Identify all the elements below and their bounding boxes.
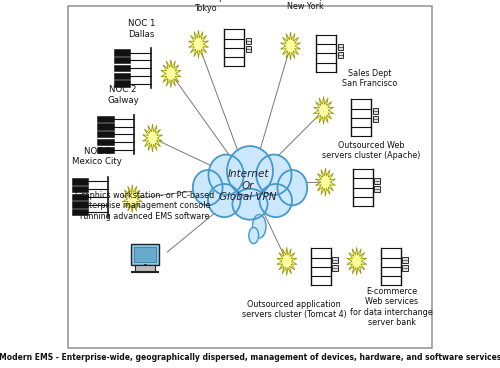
Bar bbox=[98, 146, 114, 153]
Ellipse shape bbox=[227, 146, 273, 196]
Bar bbox=[374, 178, 380, 184]
Text: Sales Dept
Tokyo: Sales Dept Tokyo bbox=[184, 0, 228, 13]
Text: NOC 1
Dallas: NOC 1 Dallas bbox=[128, 19, 155, 39]
Bar bbox=[114, 65, 130, 71]
Ellipse shape bbox=[232, 189, 268, 220]
Text: E-commerce
Web services
for data interchange
server bank: E-commerce Web services for data interch… bbox=[350, 287, 433, 327]
Bar bbox=[114, 57, 130, 64]
Bar bbox=[98, 116, 114, 122]
Ellipse shape bbox=[208, 155, 244, 195]
Bar bbox=[98, 124, 114, 130]
Polygon shape bbox=[122, 185, 142, 213]
Polygon shape bbox=[188, 30, 208, 58]
Ellipse shape bbox=[249, 227, 258, 244]
Ellipse shape bbox=[252, 215, 266, 238]
Bar bbox=[246, 38, 252, 44]
Bar bbox=[332, 265, 338, 271]
Ellipse shape bbox=[278, 170, 307, 205]
Bar bbox=[98, 139, 114, 145]
Text: Outsourced application
servers cluster (Tomcat 4): Outsourced application servers cluster (… bbox=[242, 300, 346, 319]
Polygon shape bbox=[316, 168, 336, 196]
Bar bbox=[72, 202, 88, 208]
Bar bbox=[132, 244, 159, 265]
Text: Graphics workstation- or PC-based
enterprise management console
running advanced: Graphics workstation- or PC-based enterp… bbox=[76, 191, 214, 221]
Ellipse shape bbox=[208, 184, 240, 217]
Bar bbox=[374, 186, 380, 192]
Bar bbox=[72, 209, 88, 216]
Text: Outsourced Web
servers cluster (Apache): Outsourced Web servers cluster (Apache) bbox=[322, 141, 420, 160]
Ellipse shape bbox=[260, 184, 292, 217]
Bar bbox=[114, 73, 130, 79]
Bar bbox=[246, 46, 252, 52]
Polygon shape bbox=[346, 247, 367, 275]
Text: Sales Dept
San Francisco: Sales Dept San Francisco bbox=[342, 69, 397, 88]
Bar bbox=[402, 265, 408, 271]
Polygon shape bbox=[161, 60, 181, 88]
Text: NOC 3
Mexico City: NOC 3 Mexico City bbox=[72, 147, 122, 166]
Polygon shape bbox=[142, 124, 163, 152]
Bar bbox=[114, 80, 130, 86]
Bar bbox=[332, 257, 338, 263]
Bar bbox=[134, 247, 156, 262]
Bar bbox=[402, 257, 408, 263]
Bar bbox=[372, 116, 378, 122]
Bar bbox=[72, 194, 88, 200]
Bar bbox=[338, 44, 344, 50]
Ellipse shape bbox=[256, 155, 292, 195]
Bar bbox=[114, 49, 130, 56]
Text: Modern EMS - Enterprise-wide, geographically dispersed, management of devices, h: Modern EMS - Enterprise-wide, geographic… bbox=[0, 353, 500, 362]
Text: NOC 2
Galway: NOC 2 Galway bbox=[107, 85, 139, 105]
Bar bbox=[72, 178, 88, 185]
Ellipse shape bbox=[220, 165, 280, 207]
Ellipse shape bbox=[193, 170, 222, 205]
Bar bbox=[338, 52, 344, 58]
Bar bbox=[135, 265, 155, 272]
Bar bbox=[98, 131, 114, 137]
Text: Internet
Or
Global VPN: Internet Or Global VPN bbox=[220, 169, 277, 202]
Polygon shape bbox=[280, 32, 300, 60]
Polygon shape bbox=[277, 247, 297, 275]
Text: Sales Dept
New York: Sales Dept New York bbox=[284, 0, 327, 11]
Bar bbox=[72, 186, 88, 192]
Bar bbox=[372, 108, 378, 114]
Polygon shape bbox=[314, 96, 334, 124]
